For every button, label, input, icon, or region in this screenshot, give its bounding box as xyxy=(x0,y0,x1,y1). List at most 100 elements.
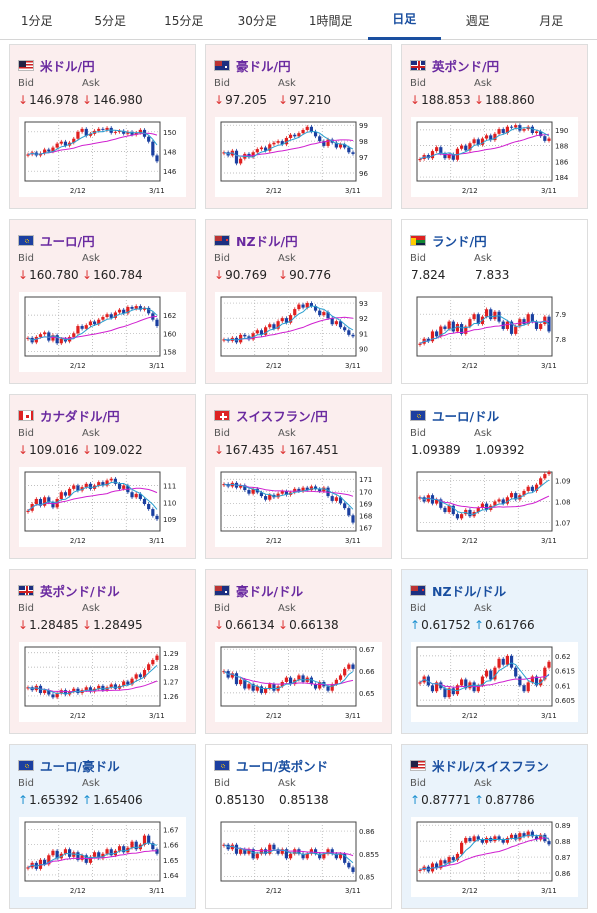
rate-card[interactable]: ランド/円 Bid Ask 7.824 7.833 7.9 7.8 2/12 3/11 xyxy=(401,219,588,384)
rate-card[interactable]: 米ドル/スイスフラン Bid Ask ↑0.87771 ↑0.87786 0.89 0.88… xyxy=(401,744,588,909)
ask-label: Ask xyxy=(82,78,100,89)
candle-body xyxy=(63,141,68,146)
pair-title[interactable]: ユーロ/英ポンド xyxy=(214,756,328,775)
rate-card[interactable]: ユーロ/ドル Bid Ask 1.09389 1.09392 1.09 1.08 1.07 2/… xyxy=(401,394,588,559)
pair-title[interactable]: ランド/円 xyxy=(410,231,487,250)
price-chart[interactable]: 7.9 7.8 2/12 3/11 xyxy=(411,292,578,372)
candle-body xyxy=(122,485,126,489)
tab-weekly[interactable]: 週足 xyxy=(465,13,490,28)
candle-body xyxy=(447,154,451,159)
rate-card[interactable]: NZドル/ドル Bid Ask ↑0.61752 ↑0.61766 0.62 0.615 0.… xyxy=(401,569,588,734)
price-chart[interactable]: 171 170 169 168 167 2/12 3/11 xyxy=(215,467,382,547)
pair-title[interactable]: ユーロ/円 xyxy=(18,231,95,250)
pair-title[interactable]: 豪ドル/円 xyxy=(214,56,291,75)
ask-price: 109.022 xyxy=(93,443,143,457)
bid-value: ↓1.28485 xyxy=(18,618,79,632)
candle-body xyxy=(313,486,318,489)
bid-trend-arrow-icon: ↓ xyxy=(214,268,225,282)
plot-frame xyxy=(416,821,553,882)
candle-body xyxy=(76,852,80,860)
price-chart[interactable]: 162 160 158 2/12 3/11 xyxy=(19,292,186,372)
rate-card[interactable]: ユーロ/豪ドル Bid Ask ↑1.65392 ↑1.65406 1.67 1.66 1.6… xyxy=(9,744,196,909)
moving-average-long-line xyxy=(223,670,354,686)
price-chart[interactable]: 150 148 146 2/12 3/11 xyxy=(19,117,186,197)
price-chart[interactable]: 0.86 0.855 0.85 2/12 3/11 xyxy=(215,817,382,897)
price-chart[interactable]: 1.09 1.08 1.07 2/12 3/11 xyxy=(411,467,578,547)
tab-5min[interactable]: 5分足 xyxy=(94,13,127,28)
rate-card[interactable]: 米ドル/円 Bid Ask ↓146.978 ↓146.980 150 148 146 2/12… xyxy=(9,44,196,209)
candle-body xyxy=(476,836,480,840)
price-chart[interactable]: 0.67 0.66 0.65 2/12 3/11 xyxy=(215,642,382,722)
candle-body xyxy=(505,126,509,134)
candle-body xyxy=(239,158,243,164)
ask-price: 188.860 xyxy=(485,93,535,107)
x-tick-label: 2/12 xyxy=(462,537,478,545)
price-chart[interactable]: 1.67 1.66 1.65 1.64 2/12 3/11 xyxy=(19,817,186,897)
ask-label: Ask xyxy=(474,78,492,89)
y-tick-label: 146 xyxy=(163,168,177,176)
moving-average-short-line xyxy=(419,315,550,345)
pair-title[interactable]: ユーロ/豪ドル xyxy=(18,756,120,775)
tab-15min[interactable]: 15分足 xyxy=(164,13,204,28)
ask-trend-arrow-icon: ↓ xyxy=(278,443,289,457)
candle-body xyxy=(347,330,351,335)
pair-title[interactable]: ユーロ/ドル xyxy=(410,406,499,425)
candle-body xyxy=(451,321,455,332)
candle-body xyxy=(443,153,447,159)
price-chart[interactable]: 0.62 0.615 0.61 0.605 2/12 3/11 xyxy=(411,642,578,722)
tab-30min[interactable]: 30分足 xyxy=(237,13,277,28)
pair-title[interactable]: スイスフラン/円 xyxy=(214,406,328,425)
tab-monthly[interactable]: 月足 xyxy=(539,13,564,28)
price-chart[interactable]: 190 188 186 184 2/12 3/11 xyxy=(411,117,578,197)
pair-title[interactable]: 米ドル/円 xyxy=(18,56,95,75)
candle-body xyxy=(509,655,514,668)
pair-title[interactable]: 英ポンド/ドル xyxy=(18,581,120,600)
pair-title[interactable]: 豪ドル/ドル xyxy=(214,581,303,600)
candle-body xyxy=(101,316,105,320)
candle-body xyxy=(138,493,142,499)
rate-card[interactable]: NZドル/円 Bid Ask ↓90.769 ↓90.776 93 92 91 90 2/12 3/… xyxy=(205,219,392,384)
tab-1hour[interactable]: 1時間足 xyxy=(308,13,353,28)
pair-title[interactable]: 米ドル/スイスフラン xyxy=(410,756,549,775)
x-tick-label: 2/12 xyxy=(266,537,282,545)
ask-trend-arrow-icon: ↑ xyxy=(82,793,93,807)
y-tick-label: 0.65 xyxy=(359,690,375,698)
pair-title[interactable]: NZドル/ドル xyxy=(410,581,506,600)
candle-body xyxy=(26,687,30,689)
y-tick-label: 96 xyxy=(359,170,368,178)
pair-title[interactable]: 英ポンド/円 xyxy=(410,56,499,75)
rate-card[interactable]: 豪ドル/円 Bid Ask ↓97.205 ↓97.210 99 98 97 96 2/12 3/1… xyxy=(205,44,392,209)
rate-card[interactable]: ユーロ/英ポンド Bid Ask 0.85130 0.85138 0.86 0.855 0.8… xyxy=(205,744,392,909)
price-chart[interactable]: 111 110 109 2/12 3/11 xyxy=(19,467,186,547)
rate-card[interactable]: 英ポンド/ドル Bid Ask ↓1.28485 ↓1.28495 1.29 1.28 1.2… xyxy=(9,569,196,734)
flag-icon xyxy=(18,585,34,596)
candle-body xyxy=(497,836,501,840)
candlestick-chart: 1.09 1.08 1.07 2/12 3/11 xyxy=(416,470,571,545)
x-tick-label: 2/12 xyxy=(462,362,478,370)
candle-body xyxy=(522,833,526,837)
rate-card[interactable]: 英ポンド/円 Bid Ask ↓188.853 ↓188.860 190 188 186 184… xyxy=(401,44,588,209)
candlestick-chart: 171 170 169 168 167 2/12 3/11 xyxy=(220,471,372,545)
tab-daily[interactable]: 日足 xyxy=(367,0,441,40)
plot-frame xyxy=(24,821,161,882)
y-tick-label: 0.66 xyxy=(359,668,375,676)
candle-body xyxy=(539,324,543,329)
rate-card[interactable]: ユーロ/円 Bid Ask ↓160.780 ↓160.784 162 160 158 2/12… xyxy=(9,219,196,384)
candle-body xyxy=(26,154,30,156)
price-chart[interactable]: 0.89 0.88 0.87 0.86 2/12 3/11 xyxy=(411,817,578,897)
price-chart[interactable]: 1.29 1.28 1.27 1.26 2/12 3/11 xyxy=(19,642,186,722)
pair-title[interactable]: NZドル/円 xyxy=(214,231,298,250)
candle-body xyxy=(88,483,93,489)
tab-1min[interactable]: 1分足 xyxy=(20,13,53,28)
rate-card[interactable]: 豪ドル/ドル Bid Ask ↓0.66134 ↓0.66138 0.67 0.66 0.65… xyxy=(205,569,392,734)
rate-card[interactable]: カナダドル/円 Bid Ask ↓109.016 ↓109.022 111 110 109 2/… xyxy=(9,394,196,559)
price-chart[interactable]: 99 98 97 96 2/12 3/11 xyxy=(215,117,382,197)
price-chart[interactable]: 93 92 91 90 2/12 3/11 xyxy=(215,292,382,372)
y-tick-label: 110 xyxy=(163,499,176,507)
candle-body xyxy=(313,306,318,311)
candle-body xyxy=(476,685,480,692)
candle-body xyxy=(34,336,38,343)
candle-body xyxy=(484,309,489,317)
rate-card[interactable]: スイスフラン/円 Bid Ask ↓167.435 ↓167.451 171 170 169 1… xyxy=(205,394,392,559)
pair-title[interactable]: カナダドル/円 xyxy=(18,406,120,425)
